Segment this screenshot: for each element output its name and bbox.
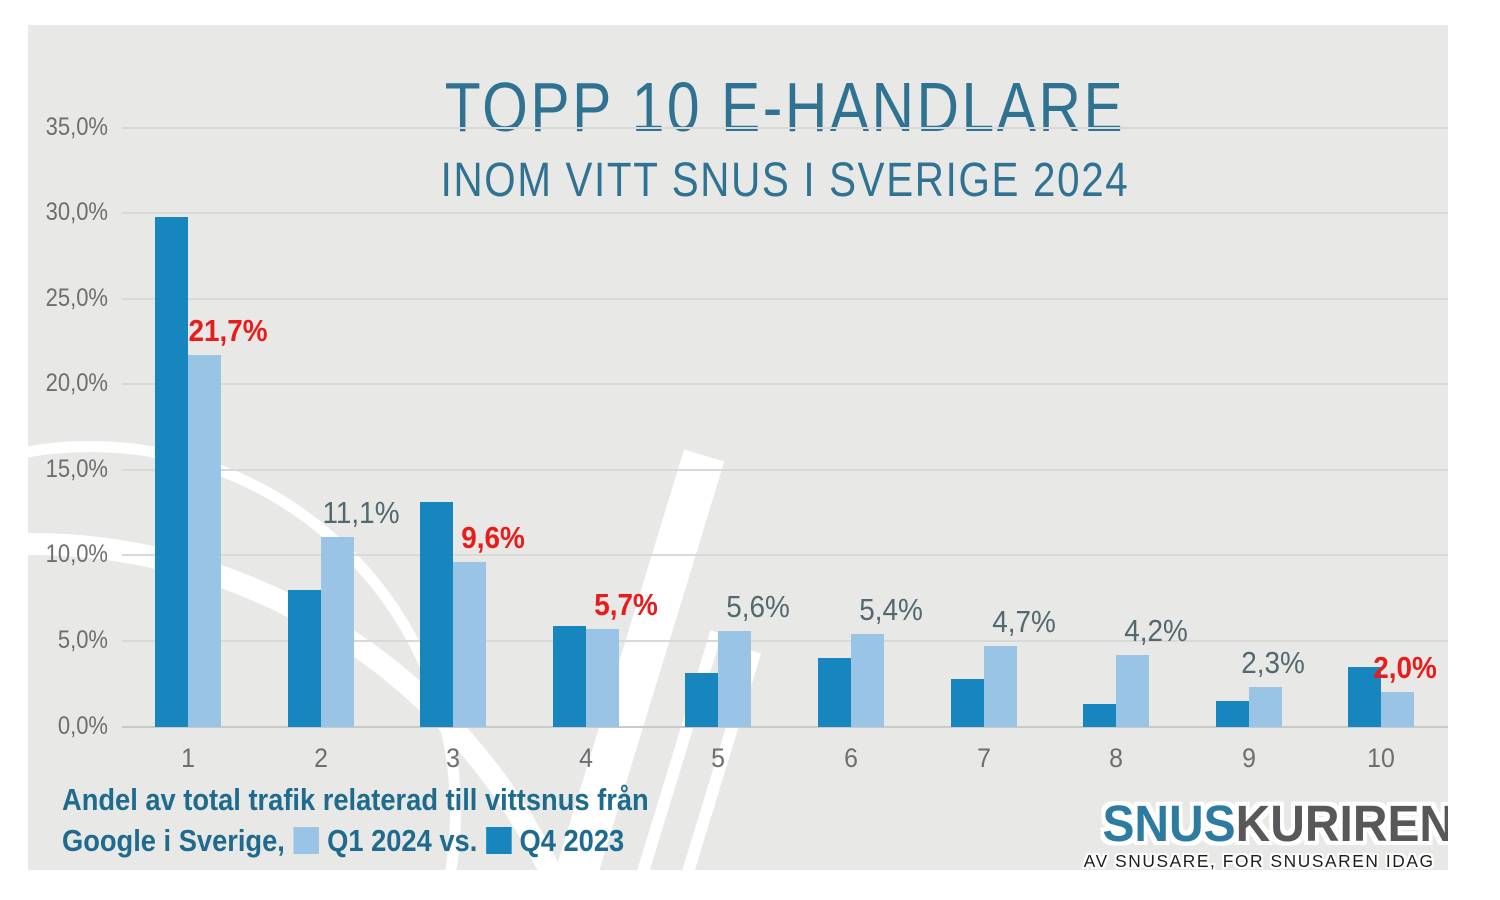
x-axis-tick-label: 2 [313,742,328,773]
x-axis-tick-label: 6 [844,742,858,773]
legend-swatch-q4-2023 [486,827,512,854]
data-label-gray: 4,2% [1124,612,1188,648]
x-axis-tick-label: 8 [1109,742,1124,773]
bar-q1-2024-cat7 [983,646,1017,727]
x-axis-tick-label: 5 [711,742,726,773]
y-axis-tick-label: 0,0% [57,711,108,740]
x-axis-tick-label: 4 [578,742,593,773]
data-label-gray: 11,1% [322,494,400,530]
caption-line-2: Google i Sverige, Q1 2024 vs. Q4 2023 [62,820,649,861]
gridline [122,383,1448,386]
logo-tagline: AV SNUSARE, FOR SNUSAREN IDAG [1083,850,1435,870]
bar-q4-2023-cat10 [1348,666,1382,727]
data-label-gray: 5,6% [726,588,791,624]
data-label-gray: 5,4% [859,592,923,628]
data-label-red: 5,7% [593,586,658,622]
gridline [122,297,1448,300]
bar-q1-2024-cat2 [320,536,354,727]
x-axis-tick-label: 7 [976,742,991,773]
data-label-gray: 2,3% [1240,645,1305,681]
bar-q1-2024-cat10 [1381,692,1415,727]
y-axis-tick-label: 35,0% [45,112,108,141]
bar-q4-2023-cat3 [420,502,454,727]
y-axis-tick-label: 15,0% [45,454,108,483]
data-label-red: 9,6% [461,520,525,556]
bar-q1-2024-cat5 [718,630,752,727]
bar-q4-2023-cat2 [287,589,321,727]
x-axis-tick-label: 1 [181,742,195,773]
bar-q4-2023-cat4 [552,625,586,727]
x-axis-line [122,725,1448,728]
y-axis-tick-label: 20,0% [45,369,108,398]
chart-subtitle: INOM VITT SNUS I SVERIGE 2024 [440,154,1130,207]
bar-q4-2023-cat5 [685,673,719,727]
chart-panel: TOPP 10 E-HANDLARE INOM VITT SNUS I SVER… [28,25,1448,870]
gridline [122,639,1448,642]
gridline [122,554,1448,557]
chart-title: TOPP 10 E-HANDLARE [444,68,1126,146]
y-axis-tick-label: 5,0% [57,625,108,654]
data-label-gray: 4,7% [991,604,1056,640]
gridline [122,212,1448,215]
bar-q1-2024-cat4 [585,628,619,727]
logo-kuriren-text: KURIREN [1235,794,1448,852]
legend-label-q4-2023: Q4 2023 [519,823,625,858]
bar-q1-2024-cat1 [188,355,221,727]
legend-swatch-q1-2024 [293,827,320,854]
x-axis-tick-label: 10 [1367,742,1396,773]
bar-q4-2023-cat1 [155,216,188,727]
y-axis-tick-label: 10,0% [45,540,108,569]
bar-q4-2023-cat9 [1215,700,1249,727]
data-label-red: 2,0% [1373,650,1438,686]
bar-q4-2023-cat8 [1083,704,1117,727]
bar-q1-2024-cat8 [1116,654,1150,727]
gridline [122,126,1448,129]
bar-q4-2023-cat6 [818,658,851,727]
caption-line-1: Andel av total trafik relaterad till vit… [62,782,649,817]
data-label-red: 21,7% [188,313,268,349]
bar-q1-2024-cat6 [851,634,884,727]
bar-q4-2023-cat7 [950,678,984,727]
caption-line-2-prefix: Google i Sverige, [62,823,285,858]
y-axis-tick-label: 30,0% [45,198,108,227]
gridline [122,468,1448,471]
y-axis-tick-label: 25,0% [45,283,108,312]
caption-legend: Andel av total trafik relaterad till vit… [62,779,649,861]
logo-wordmark: SNUSKURIREN [1102,798,1448,849]
bar-q1-2024-cat9 [1248,687,1282,727]
x-axis-tick-label: 3 [446,742,461,773]
legend-vs-text: vs. [439,823,478,858]
legend-label-q1-2024: Q1 2024 [327,823,432,858]
snuskuriren-logo: SNUSKURIREN AV SNUSARE, FOR SNUSAREN IDA… [1080,798,1448,871]
x-axis-tick-label: 9 [1241,742,1256,773]
bar-q1-2024-cat3 [453,562,487,727]
logo-snus-text: SNUS [1102,794,1236,852]
